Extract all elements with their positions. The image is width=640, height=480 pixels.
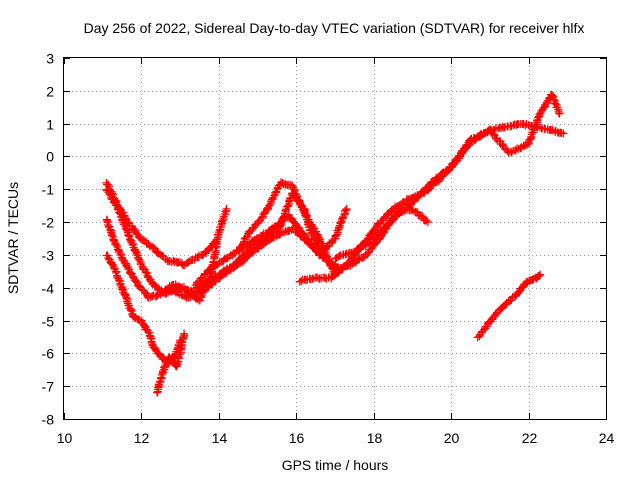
y-tick-label: 0	[46, 149, 54, 165]
y-tick-label: -1	[42, 182, 55, 198]
x-tick-label: 22	[522, 430, 538, 446]
x-tick-label: 16	[289, 430, 305, 446]
x-tick-label: 24	[599, 430, 615, 446]
y-axis-label: SDTVAR / TECUs	[5, 182, 21, 294]
y-tick-label: 3	[46, 51, 54, 67]
x-tick-label: 12	[134, 430, 150, 446]
y-tick-label: -5	[42, 314, 55, 330]
y-tick-label: -3	[42, 248, 55, 264]
sdtvar-chart: Day 256 of 2022, Sidereal Day-to-day VTE…	[0, 0, 640, 480]
chart-title: Day 256 of 2022, Sidereal Day-to-day VTE…	[84, 20, 585, 36]
x-tick-label: 10	[57, 430, 73, 446]
x-tick-label: 18	[367, 430, 383, 446]
y-tick-label: -4	[42, 281, 55, 297]
x-axis-label: GPS time / hours	[282, 457, 389, 473]
y-tick-label: -6	[42, 346, 55, 362]
y-tick-label: -8	[42, 412, 55, 428]
x-tick-label: 14	[212, 430, 228, 446]
y-tick-label: 2	[46, 84, 54, 100]
y-tick-label: 1	[46, 117, 54, 133]
x-tick-label: 20	[444, 430, 460, 446]
y-tick-label: -7	[42, 379, 55, 395]
y-tick-label: -2	[42, 215, 55, 231]
